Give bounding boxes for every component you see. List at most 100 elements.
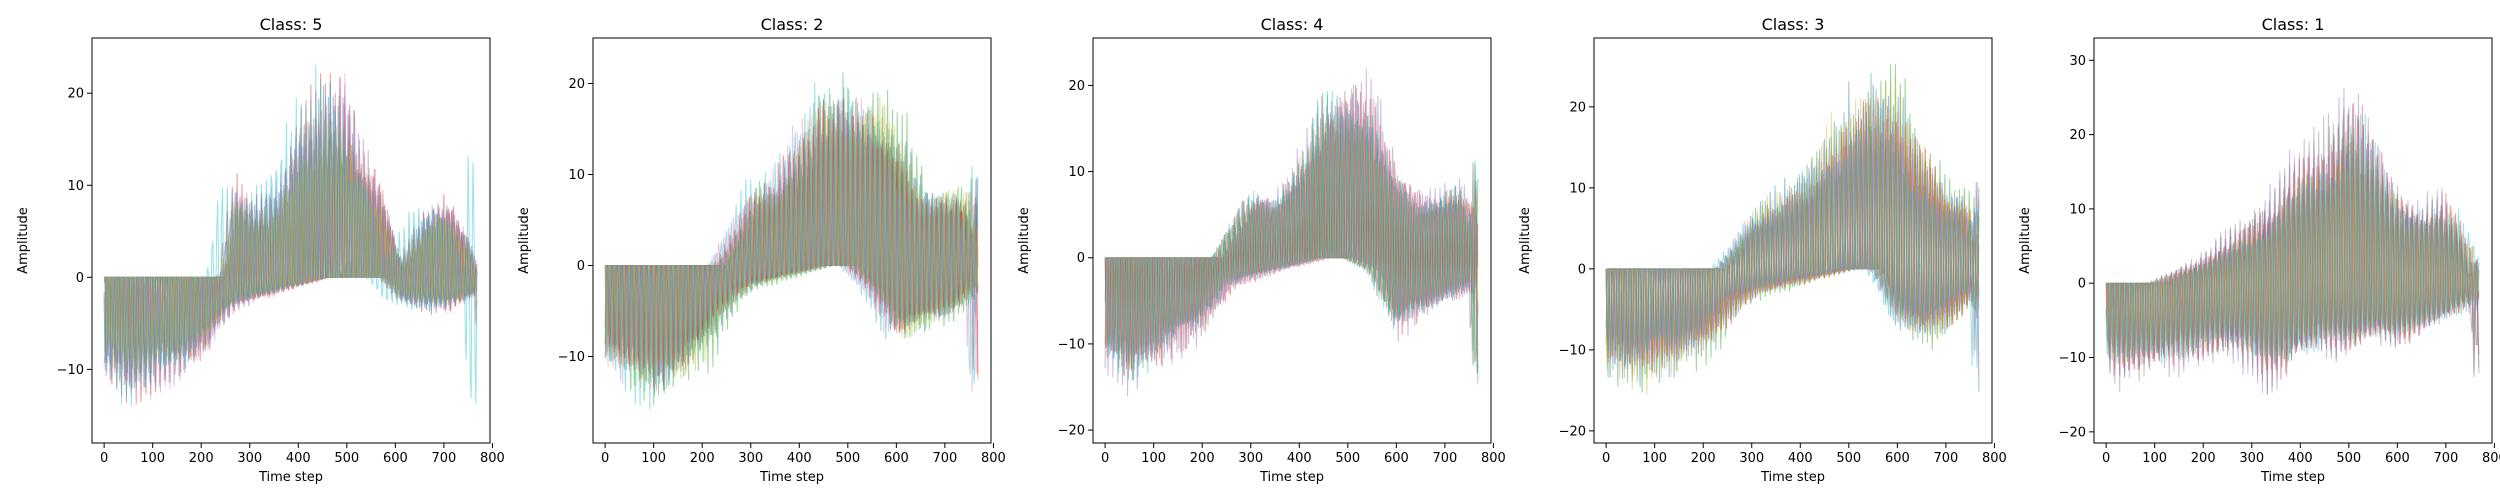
series-group [2105, 87, 2480, 395]
x-tick-label: 700 [1933, 451, 1958, 466]
y-axis-label: Amplitude [517, 207, 532, 274]
series-line-9 [2105, 134, 2480, 365]
series-line-1 [1605, 81, 1980, 392]
axes-frame [1593, 37, 1993, 444]
subplot-4: 0 100 200 300 400 500 600 700 800 −20 −10 0 10 20 Clas… [1518, 15, 2007, 485]
y-tick-label: −10 [1559, 343, 1586, 358]
series-line-9 [604, 93, 979, 390]
x-tick-label: 100 [641, 451, 666, 466]
series-line-7 [103, 73, 478, 401]
y-tick-label: 0 [76, 271, 84, 286]
axes-frame [1092, 37, 1492, 444]
series-line-9 [1605, 76, 1980, 395]
x-tick-label: 400 [1287, 451, 1312, 466]
y-tick-label: 30 [2069, 54, 2086, 69]
x-tick-label: 0 [1101, 451, 1109, 466]
series-line-6 [1605, 122, 1980, 361]
y-tick-label: 10 [67, 179, 84, 194]
x-tick-label: 300 [1238, 451, 1263, 466]
y-tick-label: −10 [1058, 337, 1085, 352]
x-tick-label: 300 [2239, 451, 2264, 466]
y-tick-label: 0 [2078, 277, 2086, 292]
subplot-2: 0 100 200 300 400 500 600 700 800 −10 0 10 20 Class: … [517, 15, 1006, 485]
series-line-7 [1606, 96, 1980, 379]
series-group [1605, 63, 1980, 395]
series-line-5 [103, 78, 478, 393]
series-line-10 [2105, 113, 2480, 364]
x-tick-label: 500 [1335, 451, 1360, 466]
series-line-5 [2105, 87, 2480, 395]
chart-title: Class: 4 [1261, 15, 1324, 34]
x-tick-label: 500 [334, 451, 359, 466]
x-tick-label: 800 [1481, 451, 1506, 466]
series-line-4 [2106, 103, 2480, 380]
x-tick-label: 800 [981, 451, 1006, 466]
series-line-10 [104, 64, 478, 407]
x-tick-label: 800 [1982, 451, 2007, 466]
series-line-6 [2105, 131, 2480, 366]
series-line-8 [1104, 84, 1479, 377]
x-tick-label: 200 [189, 451, 214, 466]
series-line-6 [103, 133, 478, 374]
x-tick-label: 0 [100, 451, 108, 466]
series-line-1 [605, 104, 979, 382]
x-tick-label: 500 [835, 451, 860, 466]
subplot-5: 0 100 200 300 400 500 600 700 800 −20 −10 0 10 20 30 Cl… [2018, 15, 2500, 485]
y-tick-label: 0 [577, 259, 585, 274]
series-line-6 [1104, 91, 1479, 369]
x-tick-label: 700 [1432, 451, 1457, 466]
series-line-7 [605, 97, 979, 392]
series-line-2 [1605, 97, 1980, 374]
y-tick-label: −10 [558, 350, 585, 365]
x-tick-label: 600 [2385, 451, 2410, 466]
x-tick-label: 100 [140, 451, 165, 466]
x-tick-label: 200 [1190, 451, 1215, 466]
x-axis-label: Time step [1259, 470, 1324, 485]
y-tick-label: −20 [1058, 424, 1085, 439]
y-axis-label: Amplitude [1518, 207, 1533, 274]
series-line-6 [604, 97, 979, 393]
series-line-10 [1605, 107, 1980, 370]
x-tick-label: 700 [431, 451, 456, 466]
series-line-1 [103, 85, 478, 389]
x-tick-label: 300 [1739, 451, 1764, 466]
series-line-8 [103, 95, 478, 388]
series-line-1 [2105, 134, 2480, 358]
axes-frame [592, 37, 992, 444]
x-tick-label: 100 [1642, 451, 1667, 466]
series-line-2 [604, 105, 979, 380]
series-line-8 [2105, 107, 2480, 395]
y-tick-label: 10 [2069, 202, 2086, 217]
y-tick-label: −10 [57, 363, 84, 378]
y-tick-label: 10 [1569, 181, 1586, 196]
x-tick-label: 800 [480, 451, 505, 466]
series-line-3 [103, 128, 477, 365]
x-axis-label: Time step [759, 470, 824, 485]
x-tick-label: 200 [2191, 451, 2216, 466]
x-tick-label: 100 [1141, 451, 1166, 466]
axes-frame [2093, 37, 2493, 444]
series-line-9 [1105, 110, 1479, 364]
chart-title: Class: 3 [1762, 15, 1825, 34]
x-tick-label: 0 [2102, 451, 2110, 466]
y-tick-label: −10 [2059, 351, 2086, 366]
y-tick-label: 20 [1068, 79, 1085, 94]
series-group [604, 72, 979, 410]
x-tick-label: 700 [932, 451, 957, 466]
series-line-9 [104, 124, 478, 367]
series-line-7 [2106, 125, 2480, 381]
series-line-3 [604, 72, 979, 406]
y-tick-label: 20 [2069, 128, 2086, 143]
series-line-2 [2105, 118, 2480, 363]
x-tick-label: 500 [2336, 451, 2361, 466]
x-tick-label: 100 [2142, 451, 2167, 466]
series-line-4 [1605, 111, 1980, 373]
subplot-1: 0 100 200 300 400 500 600 700 800 −10 0 10 20 Class: … [16, 15, 505, 485]
y-axis-label: Amplitude [16, 207, 31, 274]
x-axis-label: Time step [258, 470, 323, 485]
x-tick-label: 600 [1885, 451, 1910, 466]
x-tick-label: 300 [738, 451, 763, 466]
series-line-8 [1605, 104, 1980, 365]
y-tick-label: 20 [568, 77, 585, 92]
